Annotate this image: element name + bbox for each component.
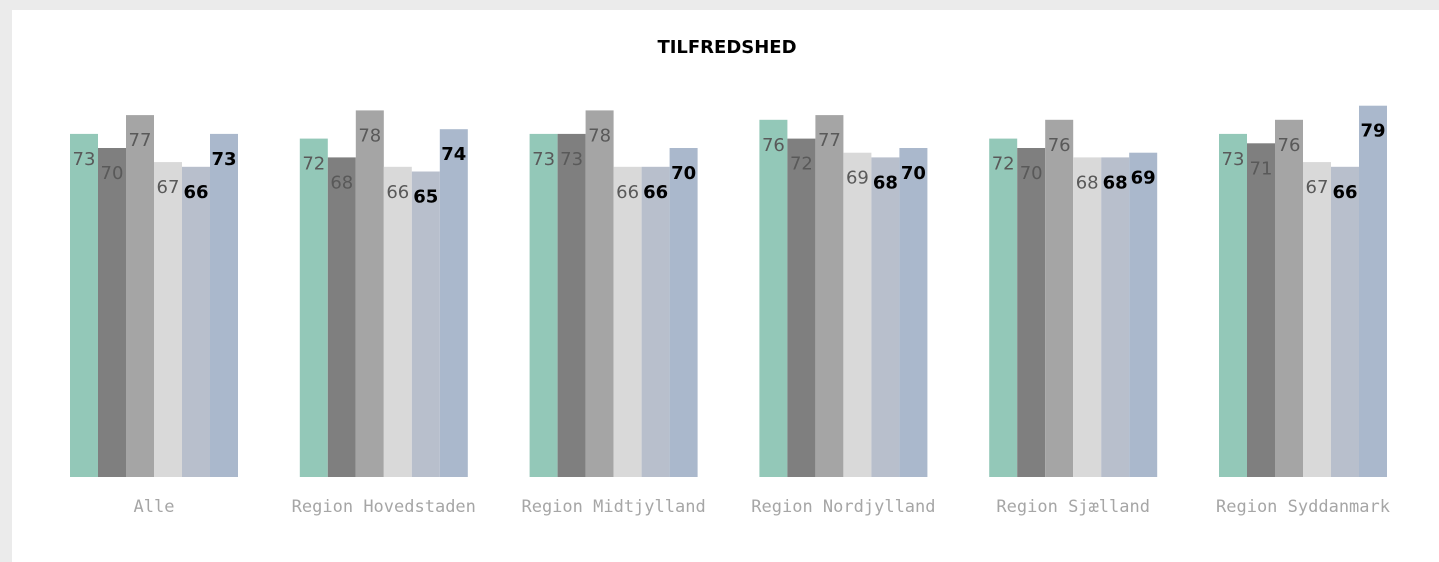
- value-label: 68: [873, 172, 898, 193]
- value-label: 70: [1020, 163, 1043, 184]
- chart-panel: [12, 10, 1439, 562]
- bar: [613, 166, 642, 478]
- bar: [529, 133, 558, 477]
- value-label: 73: [73, 149, 96, 170]
- value-label: 73: [211, 149, 236, 170]
- bar: [70, 133, 98, 477]
- bar: [759, 119, 788, 478]
- bar: [98, 148, 126, 477]
- x-tick-label: Region Hovedstaden: [292, 497, 476, 517]
- bar: [327, 157, 356, 477]
- value-label: 73: [560, 149, 583, 170]
- bar: [355, 110, 384, 478]
- bar: [641, 166, 670, 478]
- chart-title: TILFREDSHED: [657, 37, 796, 58]
- bar: [1219, 133, 1247, 477]
- bar: [989, 138, 1018, 477]
- value-label: 78: [588, 125, 611, 146]
- bar: [411, 171, 440, 477]
- value-label: 68: [1103, 172, 1128, 193]
- value-label: 76: [1048, 135, 1071, 156]
- value-label: 71: [1250, 158, 1273, 179]
- bar: [299, 138, 328, 477]
- value-label: 77: [129, 130, 152, 151]
- value-label: 66: [386, 182, 409, 203]
- value-label: 70: [901, 163, 926, 184]
- bar: [1073, 157, 1102, 477]
- value-label: 76: [762, 135, 785, 156]
- value-label: 77: [818, 130, 841, 151]
- value-label: 66: [643, 182, 668, 203]
- value-label: 68: [1076, 172, 1099, 193]
- bar: [154, 162, 182, 477]
- bar: [1101, 157, 1130, 477]
- value-label: 72: [992, 154, 1015, 175]
- value-label: 79: [1360, 121, 1385, 142]
- value-label: 67: [157, 177, 180, 198]
- value-label: 73: [1222, 149, 1245, 170]
- value-label: 73: [532, 149, 555, 170]
- value-label: 72: [790, 154, 813, 175]
- bar: [1303, 162, 1331, 477]
- value-label: 67: [1306, 177, 1329, 198]
- bar: [1247, 143, 1275, 478]
- value-label: 69: [846, 168, 869, 189]
- bar: [1359, 105, 1387, 477]
- bar: [383, 166, 412, 478]
- value-label: 76: [1278, 135, 1301, 156]
- bar: [439, 129, 468, 477]
- x-tick-label: Region Sjælland: [996, 497, 1150, 517]
- bar: [1017, 148, 1046, 477]
- value-label: 74: [441, 144, 466, 165]
- x-tick-label: Alle: [134, 497, 175, 517]
- bar: [1045, 119, 1074, 478]
- value-label: 66: [183, 182, 208, 203]
- value-label: 66: [1332, 182, 1357, 203]
- x-tick-label: Region Midtjylland: [521, 497, 705, 517]
- bar: [1331, 166, 1359, 478]
- value-label: 65: [413, 187, 438, 208]
- value-label: 68: [330, 172, 353, 193]
- value-label: 70: [671, 163, 696, 184]
- value-label: 70: [101, 163, 124, 184]
- value-label: 66: [616, 182, 639, 203]
- x-tick-label: Region Nordjylland: [751, 497, 935, 517]
- bar: [126, 115, 154, 477]
- bar: [1275, 119, 1303, 478]
- bar: [210, 133, 238, 477]
- bar: [585, 110, 614, 478]
- bar: [557, 133, 586, 477]
- bar: [787, 138, 816, 477]
- bar: [182, 166, 210, 478]
- bar: [1129, 152, 1158, 477]
- x-tick-label: Region Syddanmark: [1216, 497, 1390, 517]
- value-label: 78: [358, 125, 381, 146]
- value-label: 69: [1131, 168, 1156, 189]
- value-label: 72: [302, 154, 325, 175]
- bar: [815, 115, 844, 477]
- bar: [899, 148, 928, 477]
- bar: [843, 152, 872, 477]
- bar: [871, 157, 900, 477]
- bar: [669, 148, 698, 477]
